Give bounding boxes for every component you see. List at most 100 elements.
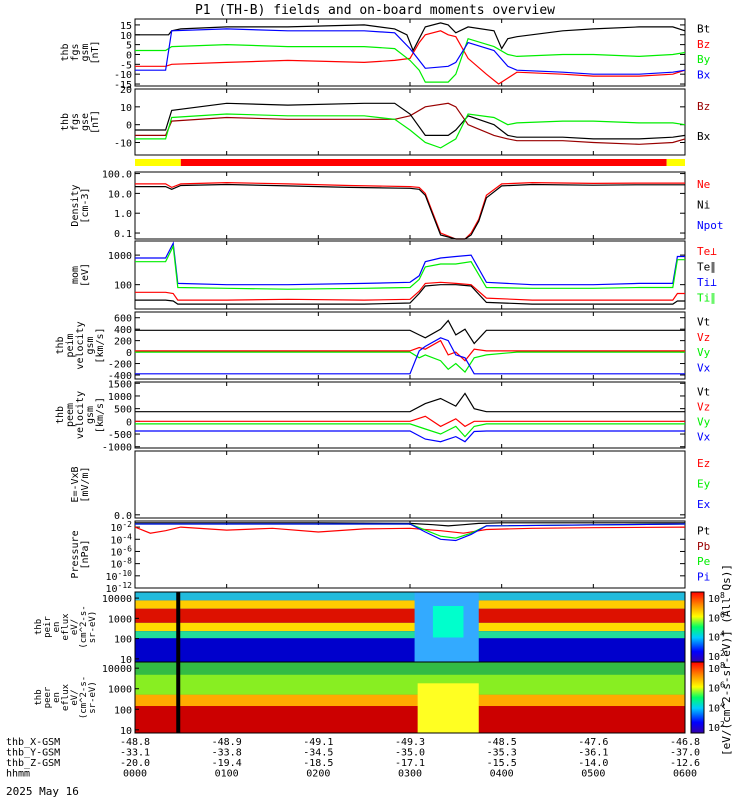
- legend-entry-Ez: Ez: [697, 457, 710, 470]
- y-tick-label: 10-12: [106, 581, 133, 595]
- y-tick-label: 0: [126, 50, 132, 61]
- series-line-Pb: [134, 526, 686, 534]
- series-line-Pi: [135, 523, 686, 542]
- y-tick-label: 10.0: [108, 189, 132, 200]
- series-line-Bz: [135, 30, 686, 85]
- legend-entry-Vy: Vy: [697, 346, 711, 359]
- legend-entry-Bz: Bz: [697, 100, 710, 113]
- y-axis-label: thb peer en eflux eV/(cm^2-s-sr-eV): [34, 676, 98, 719]
- y-axis-label: Pressure [nPa]: [70, 530, 91, 578]
- colorbar-tick-label: 108: [708, 661, 725, 675]
- legend-entry-Bx: Bx: [697, 130, 711, 143]
- panel-frame: [134, 240, 686, 310]
- y-axis-label-line: eflux: [61, 683, 71, 711]
- y-axis-label-line: thb: [55, 406, 66, 424]
- legend-entry-Pi: Pi: [697, 570, 710, 583]
- y-tick-label: 20: [120, 85, 132, 96]
- y-tick-label: 200: [114, 337, 132, 348]
- footer-row-value: 0200: [306, 769, 330, 780]
- footer-row-value: -14.0: [578, 758, 608, 769]
- y-tick-label: 10: [120, 655, 132, 666]
- y-tick-label: 10-8: [110, 557, 132, 571]
- colorbar: [690, 591, 705, 663]
- y-axis-label-line: eflux: [61, 613, 71, 641]
- y-axis-label-line: fgs: [70, 113, 81, 131]
- footer-row-label: thb_Y-GSM: [6, 748, 60, 759]
- y-axis-label-line: Density: [70, 184, 81, 226]
- y-axis-label-line: en: [52, 692, 62, 703]
- legend-entry-Bt: Bt: [697, 23, 710, 36]
- y-axis-label-line: en: [52, 622, 62, 633]
- legend-entry-Ex: Ex: [697, 498, 711, 511]
- legend-entry-By: By: [697, 53, 711, 66]
- panel-frame: [134, 450, 686, 519]
- spectrogram-band: [135, 706, 685, 733]
- y-axis-label: thb fgs gse [nT]: [60, 110, 101, 134]
- footer-row-value: -34.5: [303, 748, 333, 759]
- series-line-Vy: [135, 351, 685, 374]
- legend-entry-Vt: Vt: [697, 386, 710, 399]
- y-axis-label-line: gsm: [85, 336, 96, 354]
- quality-flag-bar: [135, 159, 181, 166]
- y-axis-label-line: peir: [43, 616, 53, 638]
- y-axis-label-line: peem: [65, 403, 76, 427]
- spectrogram-band: [432, 606, 464, 638]
- footer-row-value: -36.1: [578, 748, 608, 759]
- footer-row-value: -33.8: [212, 748, 242, 759]
- ephemeris-footer: thb_X-GSM -48.8 -48.9 -49.1 -49.3 -48.5 -47.6-…: [6, 737, 700, 780]
- y-tick-label: -1000: [102, 443, 132, 454]
- legend-entry-Ni: Ni: [697, 199, 710, 212]
- y-axis-label-line: [km/s]: [95, 327, 106, 363]
- y-tick-label: 0: [126, 121, 132, 132]
- y-axis-label: mom [eV]: [70, 263, 91, 287]
- legend-entry-Pe: Pe: [697, 555, 710, 568]
- footer-row-value: 0300: [398, 769, 422, 780]
- series-line-Vt: [135, 392, 685, 413]
- quality-flag-bar: [666, 159, 685, 166]
- y-axis-label-line: (cm^2-s-: [79, 605, 89, 648]
- y-tick-label: -10: [114, 139, 132, 150]
- footer-row-label: thb_X-GSM: [6, 737, 60, 748]
- footer-row-value: 0000: [123, 769, 147, 780]
- colorbar-tick-label: 102: [708, 720, 725, 734]
- y-tick-label: 0: [126, 348, 132, 359]
- y-tick-label: 400: [114, 325, 132, 336]
- y-axis-label-line: gsm: [80, 43, 91, 61]
- series-line-Ni: [135, 183, 685, 240]
- colorbar-tick-label: 108: [708, 591, 725, 605]
- footer-row-value: -48.9: [212, 737, 242, 748]
- y-tick-label: -500: [108, 430, 132, 441]
- y-axis-label: thb peir en eflux eV/(cm^2-s-sr-eV): [34, 605, 98, 648]
- series-line-Vy: [135, 423, 685, 438]
- footer-row-value: -12.6: [670, 758, 700, 769]
- y-axis-label-line: [eV]: [80, 263, 91, 287]
- spectrogram-band: [135, 694, 685, 707]
- y-tick-label: 1000: [108, 685, 132, 696]
- panel-frame: [134, 381, 686, 449]
- footer-row-value: -19.4: [212, 758, 242, 769]
- y-axis-label-line: E=-VxB: [70, 466, 81, 502]
- y-tick-label: 0: [126, 417, 132, 428]
- y-tick-label: 10: [120, 31, 132, 42]
- y-tick-label: -15: [114, 80, 132, 91]
- series-line-Ti∥: [135, 244, 685, 290]
- footer-row-value: -48.5: [487, 737, 517, 748]
- y-axis-label-line: peim: [65, 333, 76, 357]
- series-line-Vx: [135, 430, 685, 443]
- spectrogram-band: [135, 608, 685, 623]
- series-line-Te⊥: [135, 281, 685, 301]
- legend-entry-Bx: Bx: [697, 68, 711, 81]
- panel-frame: [134, 171, 686, 240]
- panel-density: 100.0 10.0 1.0 0.1 Density [cm-3] Ne Ni Npot: [70, 170, 724, 240]
- y-axis-label-line: [cm-3]: [80, 187, 91, 223]
- y-tick-label: 10-2: [110, 520, 132, 534]
- series-line-Pt: [135, 522, 685, 527]
- footer-row-label: thb_Z-GSM: [6, 758, 60, 769]
- y-axis-label-line: sr-eV): [88, 611, 98, 644]
- colorbar: [690, 661, 705, 734]
- series-line-Bx: [135, 28, 686, 75]
- y-tick-label: 10-10: [106, 569, 133, 583]
- legend-entry-Vt: Vt: [697, 316, 710, 329]
